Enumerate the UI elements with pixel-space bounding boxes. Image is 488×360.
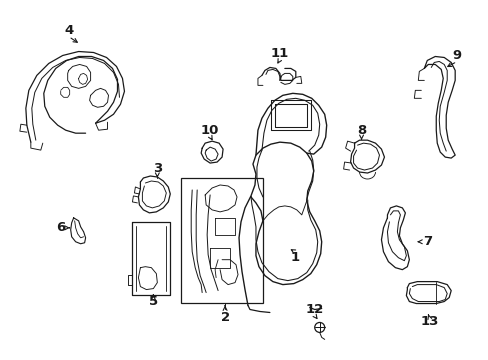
- Text: 10: 10: [201, 124, 219, 137]
- Text: 3: 3: [152, 162, 162, 175]
- Text: 7: 7: [422, 235, 431, 248]
- Text: 9: 9: [452, 49, 461, 62]
- Text: 5: 5: [148, 295, 158, 308]
- Text: 4: 4: [64, 24, 73, 37]
- Text: 1: 1: [290, 251, 299, 264]
- Text: 8: 8: [356, 124, 366, 137]
- Text: 11: 11: [270, 47, 288, 60]
- Text: 13: 13: [419, 315, 438, 328]
- Text: 6: 6: [56, 221, 65, 234]
- Text: 2: 2: [220, 311, 229, 324]
- Text: 12: 12: [305, 303, 323, 316]
- Bar: [181, 178, 263, 302]
